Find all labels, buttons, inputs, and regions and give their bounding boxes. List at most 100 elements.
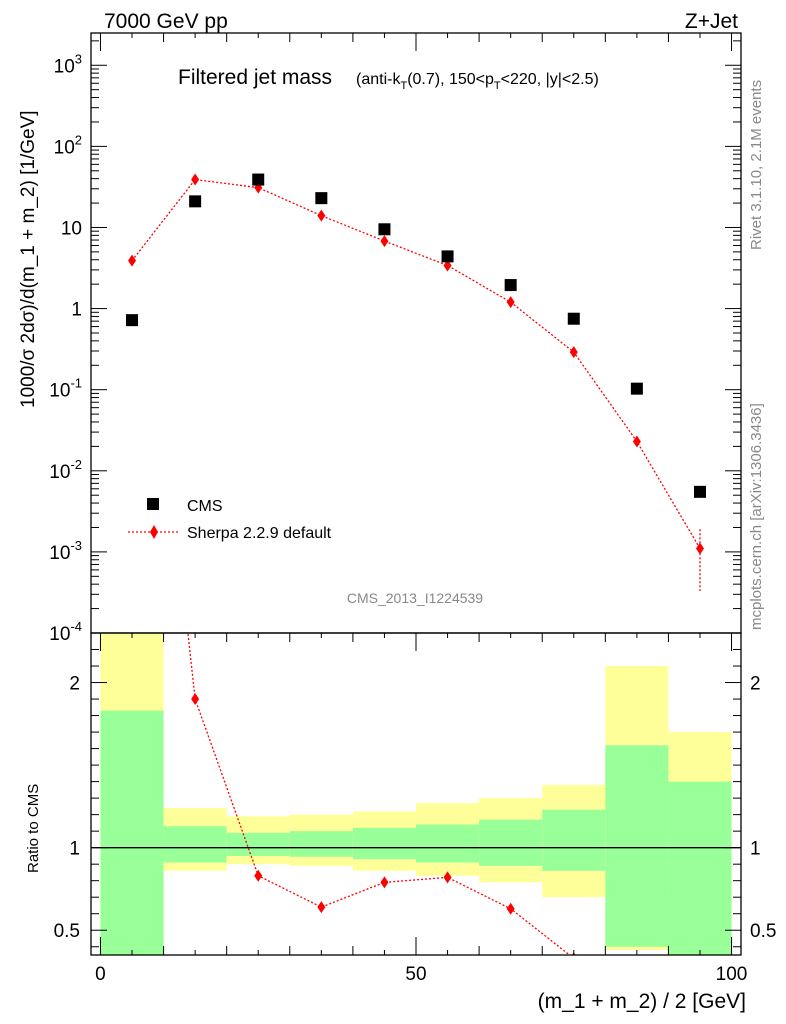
mc-point bbox=[317, 209, 326, 222]
ratio-mc-point bbox=[380, 876, 389, 889]
mcplots-label: mcplots.cern.ch [arXiv:1306.3436] bbox=[748, 403, 765, 630]
data-point bbox=[378, 223, 391, 236]
ratio-bands bbox=[100, 633, 732, 955]
legend: CMS Sherpa 2.2.9 default bbox=[128, 498, 332, 542]
ratio-band-inner bbox=[163, 826, 227, 863]
chart-subtitle-b-sub: T bbox=[494, 80, 501, 92]
ratio-mc-point bbox=[506, 902, 515, 915]
main-mc-series bbox=[128, 173, 704, 591]
ratio-band-inner bbox=[226, 832, 290, 856]
chart-subtitle-b: (0.7), 150<p bbox=[407, 71, 494, 88]
ratio-band-inner bbox=[352, 827, 416, 860]
main-y-axis-label: 1000/σ 2dσ)/d(m_1 + m_2) [1/GeV] bbox=[18, 110, 39, 408]
ratio-band-inner bbox=[416, 824, 480, 863]
chart-subtitle-a-sub: T bbox=[400, 80, 407, 92]
main-panel-frame bbox=[90, 32, 742, 634]
ratio-band-inner bbox=[542, 809, 606, 871]
mc-point bbox=[128, 254, 137, 267]
main-y-tick-base: 10 bbox=[54, 137, 75, 158]
rivet-version-label: Rivet 3.1.10, 2.1M events bbox=[748, 80, 765, 250]
ratio-y-axis-label: Ratio to CMS bbox=[25, 784, 42, 873]
ratio-y-tick-label-right: 0.5 bbox=[750, 921, 776, 942]
main-y-tick-exp: -1 bbox=[70, 376, 82, 391]
main-data-series bbox=[126, 173, 706, 498]
legend-mc-marker bbox=[150, 525, 158, 539]
ratio-band-inner bbox=[605, 745, 669, 947]
main-y-tick-base: 1 bbox=[71, 300, 82, 321]
main-y-tick-label: 10-2 bbox=[49, 457, 82, 483]
main-y-tick-label: 102 bbox=[54, 132, 82, 158]
data-point bbox=[315, 192, 328, 205]
main-y-tick-exp: 3 bbox=[75, 51, 82, 66]
energy-label: 7000 GeV pp bbox=[104, 10, 228, 33]
main-y-tick-label: 10 bbox=[61, 218, 82, 239]
data-point bbox=[252, 173, 265, 186]
ratio-mc-series bbox=[128, 115, 704, 986]
ratio-mc-point bbox=[317, 901, 326, 914]
ratio-y-tick-label-right: 2 bbox=[750, 674, 761, 695]
analysis-watermark: CMS_2013_I1224539 bbox=[347, 590, 483, 606]
ratio-mc-point bbox=[128, 115, 136, 127]
mc-series-line bbox=[131, 178, 701, 549]
main-y-tick-base: 10 bbox=[49, 624, 70, 645]
data-point bbox=[189, 195, 202, 208]
mc-point bbox=[569, 346, 578, 359]
chart-subtitle: (anti-kT(0.7), 150<pT<220, |y|<2.5) bbox=[356, 71, 599, 92]
main-y-tick-label: 10-3 bbox=[49, 538, 82, 564]
process-label: Z+Jet bbox=[685, 10, 738, 33]
ratio-band-inner bbox=[479, 819, 543, 866]
main-y-tick-label: 10-4 bbox=[49, 619, 82, 645]
main-y-tick-base: 10 bbox=[49, 543, 70, 564]
ratio-y-tick-label-left: 1 bbox=[69, 839, 80, 860]
legend-data-marker bbox=[147, 498, 159, 510]
mc-point bbox=[191, 173, 200, 186]
main-y-tick-exp: -2 bbox=[70, 457, 82, 472]
main-y-tick-exp: -4 bbox=[70, 619, 82, 634]
ratio-mc-point bbox=[254, 869, 263, 882]
mc-point bbox=[632, 435, 641, 448]
mc-point bbox=[695, 542, 704, 555]
data-point bbox=[441, 250, 454, 263]
data-point bbox=[126, 314, 139, 327]
legend-mc-label: Sherpa 2.2.9 default bbox=[187, 525, 332, 542]
chart-title-main: Filtered jet mass bbox=[178, 66, 332, 89]
ratio-y-axis: 0.5 0.5 1 1 2 2 bbox=[54, 649, 776, 948]
x-tick-label: 0 bbox=[95, 964, 106, 985]
x-tick-label: 100 bbox=[716, 964, 748, 985]
ratio-band-inner bbox=[100, 710, 164, 955]
ratio-y-tick-label-left: 2 bbox=[69, 674, 80, 695]
mc-point bbox=[443, 259, 452, 272]
main-y-tick-exp: 2 bbox=[75, 132, 82, 147]
data-point bbox=[693, 485, 706, 498]
legend-data-label: CMS bbox=[187, 498, 223, 515]
data-point bbox=[630, 382, 643, 395]
data-point bbox=[567, 312, 580, 325]
main-y-tick-base: 10 bbox=[61, 218, 82, 239]
main-y-tick-base: 10 bbox=[49, 462, 70, 483]
chart-subtitle-c: <220, |y|<2.5) bbox=[501, 71, 599, 88]
main-y-tick-label: 1 bbox=[71, 300, 82, 321]
x-axis: 0 50 100 bbox=[95, 33, 747, 985]
chart-subtitle-a: (anti-k bbox=[356, 71, 401, 88]
ratio-mc-point bbox=[191, 693, 200, 706]
mc-point bbox=[506, 296, 515, 309]
ratio-mc-point bbox=[443, 871, 452, 884]
data-point bbox=[504, 279, 517, 292]
main-y-tick-label: 10-1 bbox=[49, 376, 82, 402]
main-y-tick-exp: -3 bbox=[70, 538, 82, 553]
main-y-tick-label: 103 bbox=[54, 51, 82, 77]
ratio-mc-point bbox=[696, 974, 704, 986]
chart-title: Filtered jet mass bbox=[178, 66, 332, 89]
ratio-y-tick-label-right: 1 bbox=[750, 839, 761, 860]
x-axis-label: (m_1 + m_2) / 2 [GeV] bbox=[538, 990, 746, 1013]
main-y-tick-base: 10 bbox=[49, 381, 70, 402]
x-tick-label: 50 bbox=[405, 964, 426, 985]
ratio-y-tick-label-left: 0.5 bbox=[54, 921, 80, 942]
mc-point bbox=[380, 235, 389, 248]
ratio-band-inner bbox=[668, 781, 732, 955]
main-y-tick-base: 10 bbox=[54, 56, 75, 77]
ratio-mc-point bbox=[633, 970, 641, 982]
ratio-band-inner bbox=[289, 831, 353, 857]
